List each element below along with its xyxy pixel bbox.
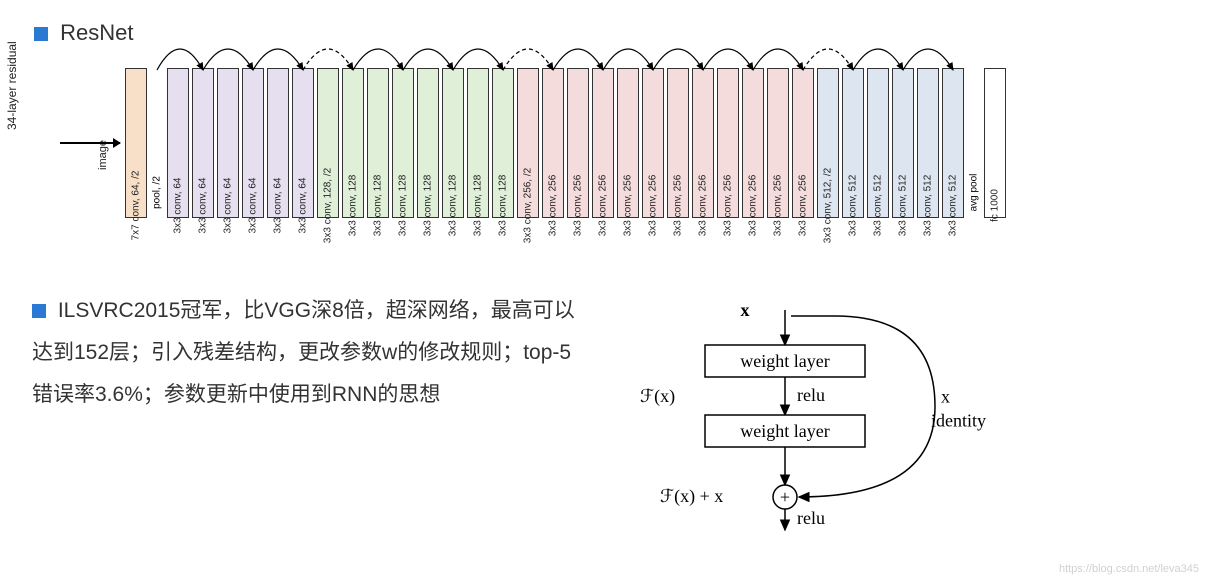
svg-text:relu: relu [797, 508, 825, 528]
svg-text:weight layer: weight layer [740, 351, 829, 371]
layer-label: 3x3 conv, 256 [573, 175, 584, 237]
layer-block: 3x3 conv, 128 [367, 68, 389, 218]
svg-text:relu: relu [797, 385, 825, 405]
description-block: ILSVRC2015冠军，比VGG深8倍，超深网络，最高可以达到152层；引入残… [32, 290, 577, 416]
layer-block: 3x3 conv, 64 [242, 68, 264, 218]
layer-block: 3x3 conv, 256 [717, 68, 739, 218]
layer-strip: 7x7 conv, 64, /2pool, /23x3 conv, 643x3 … [125, 68, 1006, 218]
svg-text:ℱ(x): ℱ(x) [640, 386, 675, 407]
layer-label: fc 1000 [990, 189, 1001, 222]
layer-label: 3x3 conv, 512 [873, 175, 884, 237]
layer-block: 3x3 conv, 512, /2 [817, 68, 839, 218]
input-arrow [60, 142, 120, 144]
layer-block: 3x3 conv, 64 [167, 68, 189, 218]
svg-text:identity: identity [931, 411, 986, 431]
svg-text:weight layer: weight layer [740, 421, 829, 441]
layer-label: 3x3 conv, 256 [723, 175, 734, 237]
layer-block: 3x3 conv, 128 [467, 68, 489, 218]
layer-label: avg pool [969, 174, 980, 212]
layer-block: avg pool [967, 68, 981, 218]
layer-label: 3x3 conv, 256 [548, 175, 559, 237]
bullet-icon [32, 304, 46, 318]
layer-label: 3x3 conv, 256 [648, 175, 659, 237]
layer-label: 3x3 conv, 256 [798, 175, 809, 237]
layer-block: fc 1000 [984, 68, 1006, 218]
layer-block: 3x3 conv, 64 [267, 68, 289, 218]
layer-block: 3x3 conv, 512 [892, 68, 914, 218]
layer-block: 3x3 conv, 256 [642, 68, 664, 218]
layer-label: 3x3 conv, 128 [498, 175, 509, 237]
layer-label: 3x3 conv, 256 [773, 175, 784, 237]
layer-label: 3x3 conv, 128 [398, 175, 409, 237]
layer-block: 3x3 conv, 256 [567, 68, 589, 218]
layer-label: 3x3 conv, 512, /2 [823, 168, 834, 243]
resnet-architecture-diagram: 34-layer residual image 7x7 conv, 64, /2… [5, 20, 1200, 250]
layer-block: 3x3 conv, 128 [342, 68, 364, 218]
layer-label: 3x3 conv, 64 [248, 178, 259, 234]
layer-label: 7x7 conv, 64, /2 [131, 171, 142, 241]
layer-block: 3x3 conv, 256 [792, 68, 814, 218]
layer-label: 3x3 conv, 128, /2 [323, 168, 334, 243]
svg-text:x: x [741, 300, 750, 320]
layer-block: 3x3 conv, 256 [592, 68, 614, 218]
svg-text:ℱ(x) + x: ℱ(x) + x [660, 486, 723, 507]
layer-label: 3x3 conv, 256, /2 [523, 168, 534, 243]
layer-block: 3x3 conv, 512 [867, 68, 889, 218]
layer-block: 3x3 conv, 128, /2 [317, 68, 339, 218]
layer-block: 3x3 conv, 128 [442, 68, 464, 218]
layer-label: 3x3 conv, 512 [848, 175, 859, 237]
svg-text:+: + [780, 487, 790, 507]
layer-block: 3x3 conv, 256 [617, 68, 639, 218]
layer-block: 3x3 conv, 64 [192, 68, 214, 218]
layer-block: 3x3 conv, 512 [842, 68, 864, 218]
layer-label: 3x3 conv, 64 [198, 178, 209, 234]
layer-label: 3x3 conv, 256 [623, 175, 634, 237]
layer-label: 3x3 conv, 512 [923, 175, 934, 237]
layer-label: 3x3 conv, 256 [673, 175, 684, 237]
svg-text:x: x [941, 387, 950, 407]
layer-label: 3x3 conv, 128 [448, 175, 459, 237]
layer-block: 7x7 conv, 64, /2 [125, 68, 147, 218]
layer-block: 3x3 conv, 256 [542, 68, 564, 218]
arch-input-label: image [97, 140, 109, 170]
layer-label: 3x3 conv, 256 [598, 175, 609, 237]
layer-block: 3x3 conv, 256 [767, 68, 789, 218]
layer-label: 3x3 conv, 256 [698, 175, 709, 237]
resblock-svg: x weight layer relu weight layer + relu ℱ(x) ℱ(… [600, 300, 1000, 560]
residual-block-diagram: x weight layer relu weight layer + relu ℱ(x) ℱ(… [600, 300, 1000, 560]
layer-block: pool, /2 [150, 68, 164, 218]
arch-ylabel: 34-layer residual [5, 41, 19, 130]
layer-label: pool, /2 [152, 176, 163, 209]
layer-label: 3x3 conv, 64 [223, 178, 234, 234]
layer-block: 3x3 conv, 128 [417, 68, 439, 218]
layer-label: 3x3 conv, 64 [273, 178, 284, 234]
layer-label: 3x3 conv, 128 [348, 175, 359, 237]
layer-block: 3x3 conv, 64 [217, 68, 239, 218]
layer-label: 3x3 conv, 64 [298, 178, 309, 234]
layer-block: 3x3 conv, 256 [692, 68, 714, 218]
layer-label: 3x3 conv, 128 [423, 175, 434, 237]
layer-block: 3x3 conv, 512 [917, 68, 939, 218]
layer-block: 3x3 conv, 256 [667, 68, 689, 218]
layer-label: 3x3 conv, 512 [898, 175, 909, 237]
description-text: ILSVRC2015冠军，比VGG深8倍，超深网络，最高可以达到152层；引入残… [32, 299, 575, 406]
skip-connections [125, 20, 1185, 80]
layer-block: 3x3 conv, 128 [392, 68, 414, 218]
layer-label: 3x3 conv, 128 [473, 175, 484, 237]
layer-block: 3x3 conv, 64 [292, 68, 314, 218]
layer-label: 3x3 conv, 256 [748, 175, 759, 237]
layer-block: 3x3 conv, 128 [492, 68, 514, 218]
layer-block: 3x3 conv, 256 [742, 68, 764, 218]
layer-block: 3x3 conv, 512 [942, 68, 964, 218]
layer-block: 3x3 conv, 256, /2 [517, 68, 539, 218]
watermark: https://blog.csdn.net/leva345 [1059, 563, 1199, 575]
layer-label: 3x3 conv, 128 [373, 175, 384, 237]
layer-label: 3x3 conv, 512 [948, 175, 959, 237]
layer-label: 3x3 conv, 64 [173, 178, 184, 234]
